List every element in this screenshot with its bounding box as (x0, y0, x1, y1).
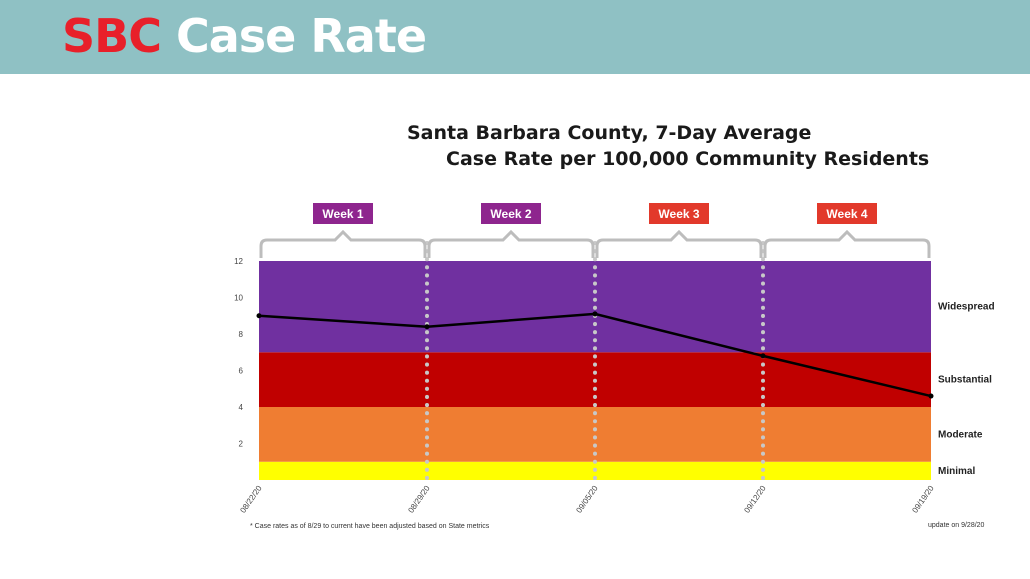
week-label: Week 3 (658, 207, 699, 221)
data-point (760, 353, 766, 359)
week-badge (649, 203, 709, 224)
y-tick-label: 2 (239, 440, 244, 449)
week-label: Week 1 (322, 207, 363, 221)
title-rest: Case Rate (175, 9, 427, 63)
header-banner: SBC Case Rate (0, 0, 1030, 74)
page-title: SBC Case Rate (62, 6, 427, 66)
y-tick-label: 12 (234, 257, 243, 266)
update-note: update on 9/28/20 (928, 522, 985, 529)
band-label: Moderate (938, 429, 983, 440)
data-point (928, 393, 934, 399)
week-brace (259, 229, 427, 258)
band-label: Minimal (938, 466, 975, 477)
x-tick-label: 09/05/20 (574, 484, 600, 515)
band-label: Substantial (938, 375, 992, 386)
data-point (256, 313, 262, 319)
band-label: Widespread (938, 302, 995, 313)
y-tick-label: 10 (234, 294, 243, 303)
footnote: * Case rates as of 8/29 to current have … (250, 523, 490, 530)
week-brace (763, 229, 931, 258)
data-point (424, 324, 430, 330)
week-badge (313, 203, 373, 224)
x-tick-label: 09/12/20 (742, 484, 768, 515)
week-brace (427, 229, 595, 258)
y-tick-label: 4 (239, 403, 244, 412)
week-label: Week 2 (490, 207, 531, 221)
y-tick-label: 8 (239, 330, 244, 339)
week-label: Week 4 (826, 207, 867, 221)
title-highlight: SBC (62, 9, 162, 63)
week-badge (481, 203, 541, 224)
x-tick-label: 08/22/20 (238, 484, 264, 515)
x-tick-label: 09/19/20 (910, 484, 936, 515)
data-point (592, 311, 598, 317)
chart-subtitle: Case Rate per 100,000 Community Resident… (446, 148, 930, 170)
week-brace (595, 229, 763, 258)
week-badge (817, 203, 877, 224)
x-tick-label: 08/29/20 (406, 484, 432, 515)
chart-title: Santa Barbara County, 7-Day Average (407, 122, 812, 144)
y-tick-label: 6 (239, 367, 244, 376)
